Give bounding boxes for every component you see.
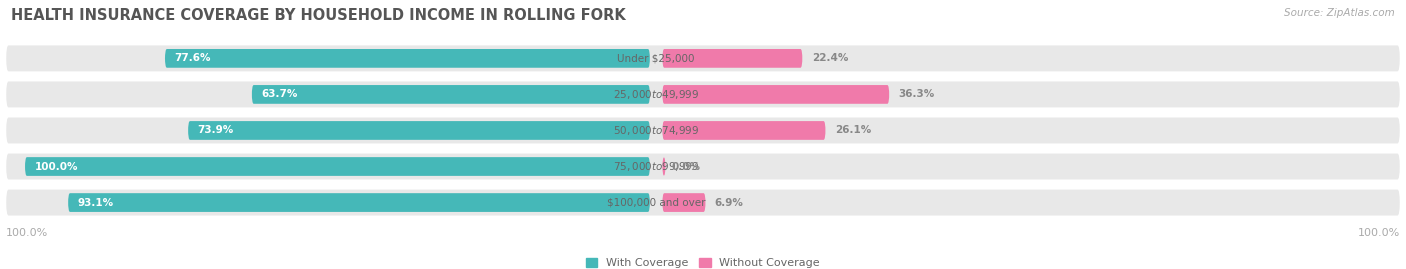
Text: 100.0%: 100.0% xyxy=(6,228,48,238)
FancyBboxPatch shape xyxy=(662,85,889,104)
FancyBboxPatch shape xyxy=(6,45,1400,71)
FancyBboxPatch shape xyxy=(67,193,650,212)
Text: HEALTH INSURANCE COVERAGE BY HOUSEHOLD INCOME IN ROLLING FORK: HEALTH INSURANCE COVERAGE BY HOUSEHOLD I… xyxy=(11,8,626,23)
Text: 6.9%: 6.9% xyxy=(714,197,744,208)
Text: 22.4%: 22.4% xyxy=(811,53,848,63)
FancyBboxPatch shape xyxy=(6,82,1400,107)
Text: Source: ZipAtlas.com: Source: ZipAtlas.com xyxy=(1284,8,1395,18)
Text: 93.1%: 93.1% xyxy=(77,197,114,208)
Text: $50,000 to $74,999: $50,000 to $74,999 xyxy=(613,124,699,137)
FancyBboxPatch shape xyxy=(6,154,1400,179)
Text: 100.0%: 100.0% xyxy=(34,161,77,172)
FancyBboxPatch shape xyxy=(165,49,650,68)
Legend: With Coverage, Without Coverage: With Coverage, Without Coverage xyxy=(582,254,824,269)
FancyBboxPatch shape xyxy=(25,157,650,176)
Text: 36.3%: 36.3% xyxy=(898,89,935,100)
FancyBboxPatch shape xyxy=(662,49,803,68)
FancyBboxPatch shape xyxy=(252,85,650,104)
Text: 73.9%: 73.9% xyxy=(197,125,233,136)
FancyBboxPatch shape xyxy=(662,193,706,212)
FancyBboxPatch shape xyxy=(662,157,665,176)
Text: $25,000 to $49,999: $25,000 to $49,999 xyxy=(613,88,699,101)
Text: 26.1%: 26.1% xyxy=(835,125,872,136)
Text: 100.0%: 100.0% xyxy=(1358,228,1400,238)
Text: 77.6%: 77.6% xyxy=(174,53,211,63)
Text: $75,000 to $99,999: $75,000 to $99,999 xyxy=(613,160,699,173)
Text: 63.7%: 63.7% xyxy=(262,89,298,100)
Text: Under $25,000: Under $25,000 xyxy=(617,53,695,63)
FancyBboxPatch shape xyxy=(6,190,1400,215)
FancyBboxPatch shape xyxy=(188,121,650,140)
FancyBboxPatch shape xyxy=(6,118,1400,143)
FancyBboxPatch shape xyxy=(662,121,825,140)
Text: $100,000 and over: $100,000 and over xyxy=(607,197,706,208)
Text: 0.0%: 0.0% xyxy=(672,161,700,172)
